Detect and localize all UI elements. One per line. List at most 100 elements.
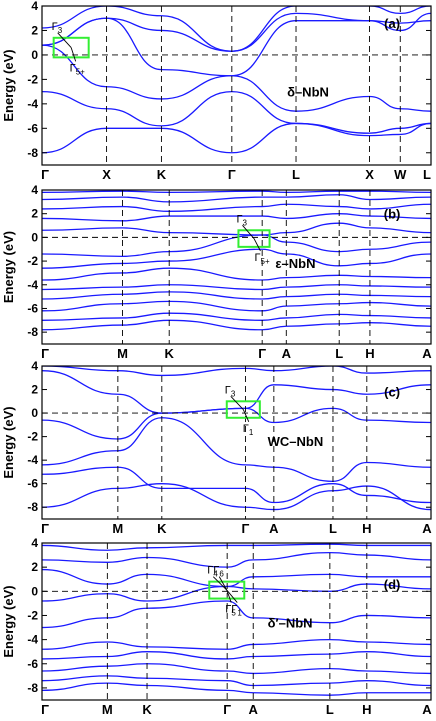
annotation-arrow (218, 576, 228, 591)
xtick-label: L (423, 167, 431, 182)
band-line (42, 366, 431, 377)
band-line (42, 248, 431, 269)
annotation-arrow (70, 47, 77, 62)
symmetry-label: Γ5 (225, 604, 236, 618)
y-axis-label: Energy (eV) (1, 231, 16, 303)
material-label: WC–NbN (268, 434, 324, 449)
band-line (42, 312, 431, 321)
band-line (42, 370, 431, 414)
xtick-label: Γ (242, 521, 250, 536)
ytick-label: -8 (27, 500, 38, 514)
xtick-label: L (335, 346, 343, 361)
plot-frame (41, 5, 432, 166)
xtick-label: A (422, 521, 432, 536)
xtick-label: Γ (41, 346, 49, 361)
ytick-label: 0 (31, 584, 38, 598)
xtick-label: H (365, 346, 374, 361)
ytick-label: 2 (31, 560, 38, 574)
highlight-box (225, 400, 261, 419)
band-line (42, 12, 431, 52)
symmetry-label: Γ1 (243, 423, 254, 437)
xtick-label: X (102, 167, 111, 182)
ytick-label: 4 (31, 359, 38, 373)
ytick-label: 0 (31, 230, 38, 244)
ytick-label: 2 (31, 383, 38, 397)
xtick-label: A (269, 521, 279, 536)
xtick-label: H (362, 702, 371, 717)
band-line (42, 319, 431, 331)
band-line (42, 417, 431, 482)
ytick-label: -6 (27, 477, 38, 491)
xtick-label: A (249, 702, 259, 717)
xtick-label: K (157, 521, 167, 536)
band-line (42, 291, 431, 300)
ytick-label: -8 (27, 681, 38, 695)
annotation-arrow (242, 409, 250, 422)
panel-1: 4 2 0 -2 -4 -6 -8 Energy (eV) Γ X K Γ L X W L Γ3 Γ5+ (a) δ–… (1, 0, 432, 182)
symmetry-label: Γ1 (231, 604, 242, 618)
xtick-label: X (365, 167, 374, 182)
band-line (42, 663, 431, 675)
band-line (42, 682, 431, 696)
xtick-label: Γ (223, 702, 231, 717)
xtick-label: M (112, 521, 123, 536)
plot-frame (41, 365, 432, 520)
symmetry-label: Γ5+ (254, 252, 270, 266)
bands (42, 366, 431, 511)
xtick-label: M (102, 702, 113, 717)
band-line (42, 583, 431, 602)
ytick-label: -4 (27, 278, 38, 292)
ytick-label: -2 (27, 608, 38, 622)
band-line (42, 675, 431, 687)
xtick-label: W (394, 167, 407, 182)
band-line (42, 638, 431, 650)
y-axis-label: Energy (eV) (1, 406, 16, 478)
band-line (42, 552, 431, 568)
xtick-label: Γ (228, 167, 236, 182)
annotation-arrow (226, 589, 232, 603)
band-line (42, 600, 431, 629)
highlight-box (237, 229, 271, 248)
ytick-label: -6 (27, 301, 38, 315)
ytick-label: -2 (27, 430, 38, 444)
band-line (42, 300, 431, 312)
ytick-label: 2 (31, 207, 38, 221)
xtick-label: K (157, 167, 167, 182)
symmetry-label: Γ3 (52, 21, 63, 35)
ytick-label: -4 (27, 633, 38, 647)
ytick-label: -4 (27, 453, 38, 467)
band-line (42, 284, 431, 291)
ytick-label: 4 (31, 0, 38, 13)
band-line (42, 122, 431, 154)
material-label: δ–NbN (287, 85, 329, 100)
band-line (42, 194, 431, 203)
bands (42, 543, 431, 696)
xtick-label: A (422, 346, 432, 361)
xtick-label: L (326, 702, 334, 717)
annotation-arrow (230, 395, 244, 410)
material-label: ε–NbN (275, 256, 315, 271)
band-line (42, 651, 431, 660)
ytick-label: -8 (27, 146, 38, 160)
y-axis-label: Energy (eV) (1, 49, 16, 121)
panel-tag: (c) (384, 385, 400, 400)
symmetry-label: Γ6 (213, 565, 224, 579)
bands (42, 190, 431, 331)
panel-4: 4 2 0 -2 -4 -6 -8 Energy (eV) Γ M K Γ A L H A Γ4 Γ5 Γ6 Γ1 (d… (1, 536, 432, 717)
band-line (42, 6, 431, 52)
band-line (42, 17, 431, 77)
band-line (42, 90, 431, 134)
annotation-arrow (226, 589, 238, 603)
xtick-label: Γ (41, 167, 49, 182)
xtick-label: Γ (41, 521, 49, 536)
band-line (42, 466, 431, 504)
plot-frame (41, 542, 432, 701)
symmetry-label: Γ5+ (70, 62, 86, 76)
xtick-label: A (422, 702, 432, 717)
y-axis-label: Energy (eV) (1, 585, 16, 657)
ytick-label: -2 (27, 254, 38, 268)
ytick-label: 4 (31, 536, 38, 550)
ytick-label: -2 (27, 72, 38, 86)
annotation-arrow (57, 32, 72, 48)
